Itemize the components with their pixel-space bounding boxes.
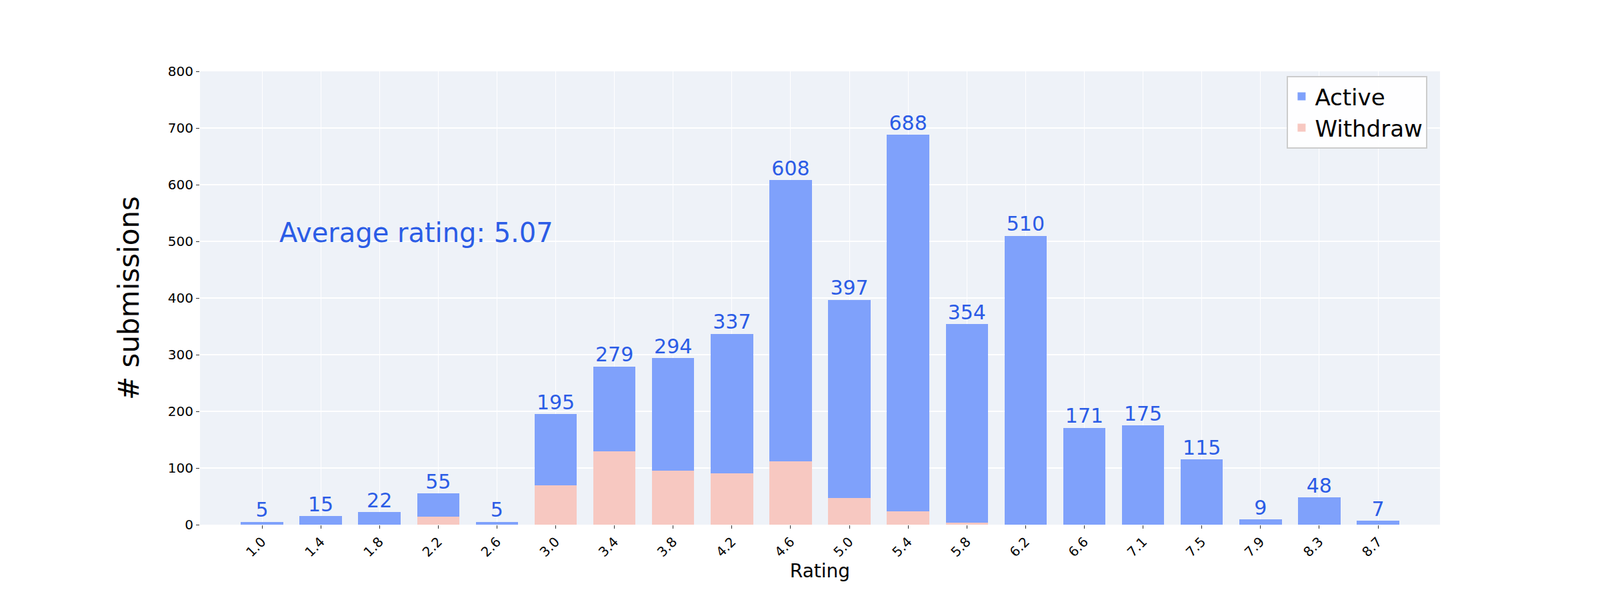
svg-text:15: 15 bbox=[308, 492, 334, 516]
svg-text:3.0: 3.0 bbox=[536, 534, 563, 560]
svg-text:171: 171 bbox=[1065, 404, 1104, 428]
svg-text:200: 200 bbox=[168, 403, 194, 420]
svg-text:7.5: 7.5 bbox=[1182, 534, 1209, 560]
svg-text:Active: Active bbox=[1314, 84, 1385, 111]
svg-text:8.3: 8.3 bbox=[1300, 534, 1326, 560]
svg-text:195: 195 bbox=[536, 390, 575, 414]
svg-text:6.2: 6.2 bbox=[1006, 534, 1033, 560]
svg-text:600: 600 bbox=[168, 176, 194, 193]
svg-text:7.9: 7.9 bbox=[1241, 534, 1268, 560]
svg-text:5: 5 bbox=[255, 498, 268, 522]
svg-text:0: 0 bbox=[184, 516, 194, 533]
svg-text:1.0: 1.0 bbox=[242, 534, 269, 560]
svg-text:800: 800 bbox=[168, 63, 194, 80]
svg-text:1.4: 1.4 bbox=[301, 534, 328, 560]
svg-text:294: 294 bbox=[654, 334, 692, 358]
svg-text:8.7: 8.7 bbox=[1358, 534, 1385, 560]
svg-text:7: 7 bbox=[1371, 497, 1384, 521]
svg-text:115: 115 bbox=[1182, 436, 1221, 460]
svg-text:Withdraw: Withdraw bbox=[1314, 115, 1422, 142]
svg-text:2.2: 2.2 bbox=[418, 534, 445, 560]
svg-text:5: 5 bbox=[490, 498, 504, 522]
svg-text:100: 100 bbox=[168, 460, 194, 476]
svg-text:55: 55 bbox=[425, 470, 451, 494]
svg-text:700: 700 bbox=[168, 120, 194, 136]
svg-text:688: 688 bbox=[889, 111, 928, 135]
svg-text:279: 279 bbox=[595, 342, 634, 366]
svg-text:2.6: 2.6 bbox=[478, 534, 504, 560]
svg-text:400: 400 bbox=[168, 290, 194, 306]
svg-text:Rating: Rating bbox=[790, 560, 850, 582]
svg-text:# submissions: # submissions bbox=[112, 196, 146, 400]
svg-text:175: 175 bbox=[1124, 402, 1162, 426]
svg-text:4.6: 4.6 bbox=[771, 534, 798, 560]
svg-text:337: 337 bbox=[712, 310, 751, 334]
svg-text:510: 510 bbox=[1006, 212, 1045, 236]
svg-text:397: 397 bbox=[830, 276, 868, 300]
svg-text:5.4: 5.4 bbox=[888, 534, 915, 560]
svg-text:5.8: 5.8 bbox=[947, 534, 974, 560]
svg-text:1.8: 1.8 bbox=[360, 534, 386, 560]
svg-text:300: 300 bbox=[168, 346, 194, 363]
svg-text:22: 22 bbox=[366, 488, 392, 512]
svg-text:608: 608 bbox=[771, 156, 810, 180]
svg-text:4.2: 4.2 bbox=[712, 534, 739, 560]
svg-text:Average rating: 5.07: Average rating: 5.07 bbox=[279, 217, 554, 248]
svg-text:48: 48 bbox=[1306, 474, 1332, 498]
svg-text:9: 9 bbox=[1254, 496, 1267, 520]
svg-text:500: 500 bbox=[168, 233, 194, 250]
svg-text:3.8: 3.8 bbox=[654, 534, 680, 560]
svg-text:6.6: 6.6 bbox=[1065, 534, 1092, 560]
svg-text:354: 354 bbox=[948, 300, 986, 324]
svg-text:5.0: 5.0 bbox=[830, 534, 856, 560]
svg-text:7.1: 7.1 bbox=[1124, 534, 1150, 560]
svg-text:3.4: 3.4 bbox=[595, 534, 622, 560]
